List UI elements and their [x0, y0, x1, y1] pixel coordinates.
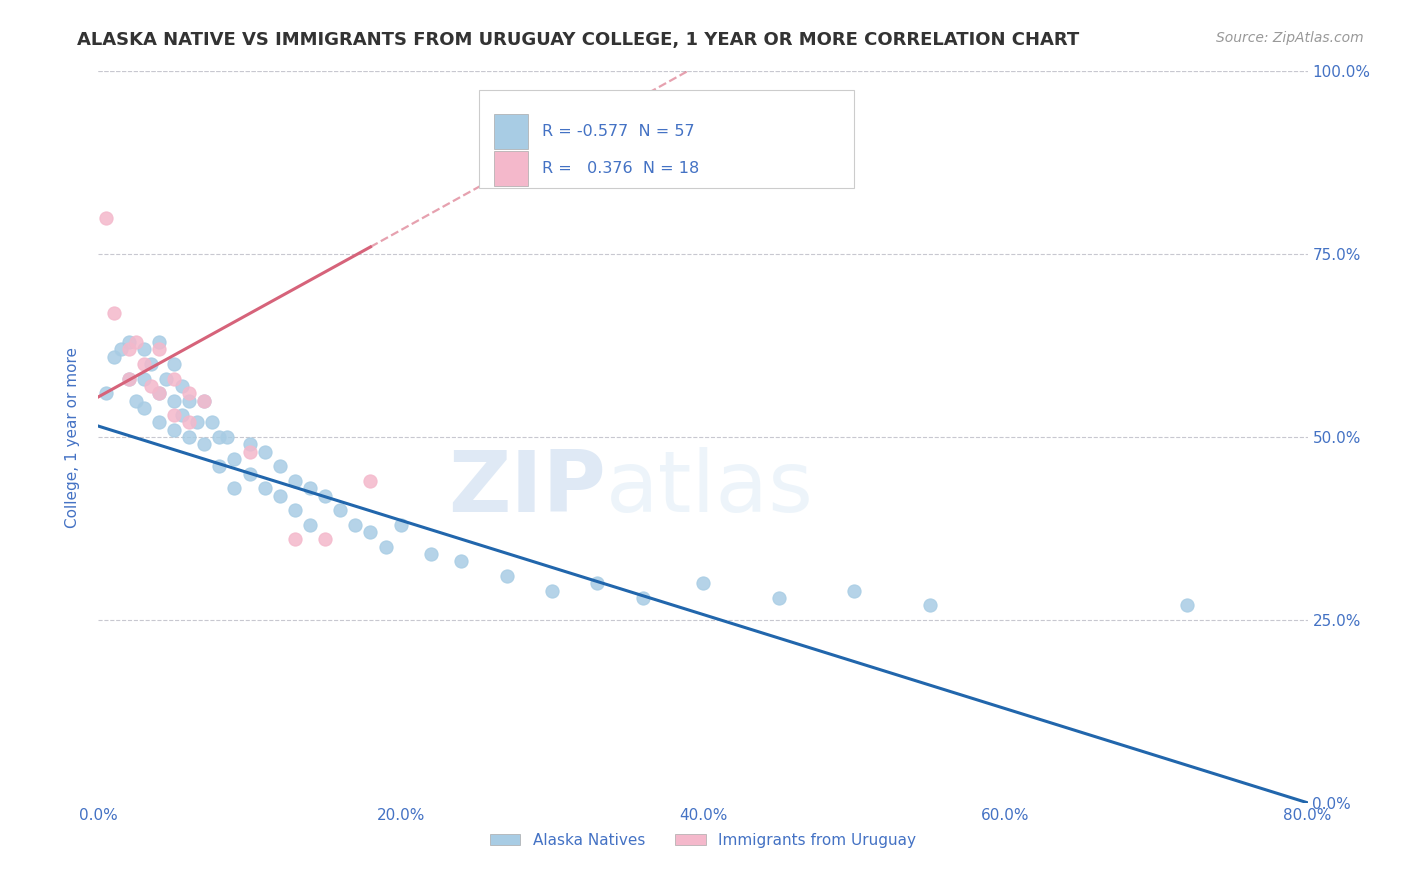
Point — [631, 591, 654, 605]
Point — [389, 517, 412, 532]
Point — [163, 423, 186, 437]
Legend: Alaska Natives, Immigrants from Uruguay: Alaska Natives, Immigrants from Uruguay — [484, 827, 922, 854]
Point — [118, 371, 141, 385]
Point — [314, 489, 336, 503]
Point — [148, 416, 170, 430]
Point — [269, 489, 291, 503]
Point — [374, 540, 396, 554]
Bar — [494, 151, 527, 186]
Point — [239, 437, 262, 451]
Point — [148, 386, 170, 401]
Point — [540, 583, 562, 598]
Point — [329, 503, 352, 517]
Text: R = -0.577  N = 57: R = -0.577 N = 57 — [543, 124, 695, 138]
Text: R =   0.376  N = 18: R = 0.376 N = 18 — [543, 161, 699, 176]
Point — [299, 481, 322, 495]
Point — [844, 583, 866, 598]
Point — [918, 599, 941, 613]
Point — [110, 343, 132, 357]
Point — [193, 393, 215, 408]
Point — [224, 452, 246, 467]
Point — [118, 343, 141, 357]
Point — [314, 533, 336, 547]
Point — [132, 401, 155, 415]
Text: ALASKA NATIVE VS IMMIGRANTS FROM URUGUAY COLLEGE, 1 YEAR OR MORE CORRELATION CHA: ALASKA NATIVE VS IMMIGRANTS FROM URUGUAY… — [77, 31, 1080, 49]
Point — [94, 211, 117, 225]
Point — [103, 306, 125, 320]
Point — [141, 357, 163, 371]
Point — [118, 371, 141, 385]
Point — [118, 334, 141, 349]
Point — [360, 474, 382, 488]
Y-axis label: College, 1 year or more: College, 1 year or more — [65, 347, 80, 527]
Point — [193, 437, 215, 451]
Point — [1175, 599, 1198, 613]
Point — [253, 444, 276, 458]
Point — [284, 533, 307, 547]
Point — [269, 459, 291, 474]
Point — [420, 547, 443, 561]
Point — [450, 554, 472, 568]
Point — [239, 444, 262, 458]
Point — [208, 459, 231, 474]
Point — [495, 569, 517, 583]
Point — [224, 481, 246, 495]
Point — [179, 430, 201, 444]
Point — [132, 343, 155, 357]
Point — [163, 371, 186, 385]
Point — [215, 430, 238, 444]
Text: Source: ZipAtlas.com: Source: ZipAtlas.com — [1216, 31, 1364, 45]
Point — [208, 430, 231, 444]
Point — [141, 379, 163, 393]
Point — [155, 371, 177, 385]
Point — [768, 591, 790, 605]
Point — [148, 334, 170, 349]
Bar — [494, 113, 527, 149]
Point — [94, 386, 117, 401]
Point — [163, 393, 186, 408]
Point — [284, 474, 307, 488]
Point — [103, 350, 125, 364]
Point — [201, 416, 224, 430]
Point — [125, 393, 148, 408]
Point — [132, 371, 155, 385]
Point — [148, 386, 170, 401]
Point — [186, 416, 208, 430]
Point — [163, 408, 186, 422]
Text: atlas: atlas — [606, 447, 814, 530]
Point — [284, 503, 307, 517]
Point — [132, 357, 155, 371]
Point — [179, 386, 201, 401]
FancyBboxPatch shape — [479, 90, 855, 188]
Point — [239, 467, 262, 481]
Point — [344, 517, 367, 532]
Point — [586, 576, 609, 591]
Point — [170, 379, 193, 393]
Point — [360, 525, 382, 540]
Text: ZIP: ZIP — [449, 447, 606, 530]
Point — [163, 357, 186, 371]
Point — [299, 517, 322, 532]
Point — [179, 393, 201, 408]
Point — [692, 576, 714, 591]
Point — [170, 408, 193, 422]
Point — [193, 393, 215, 408]
Point — [179, 416, 201, 430]
Point — [253, 481, 276, 495]
Point — [125, 334, 148, 349]
Point — [148, 343, 170, 357]
